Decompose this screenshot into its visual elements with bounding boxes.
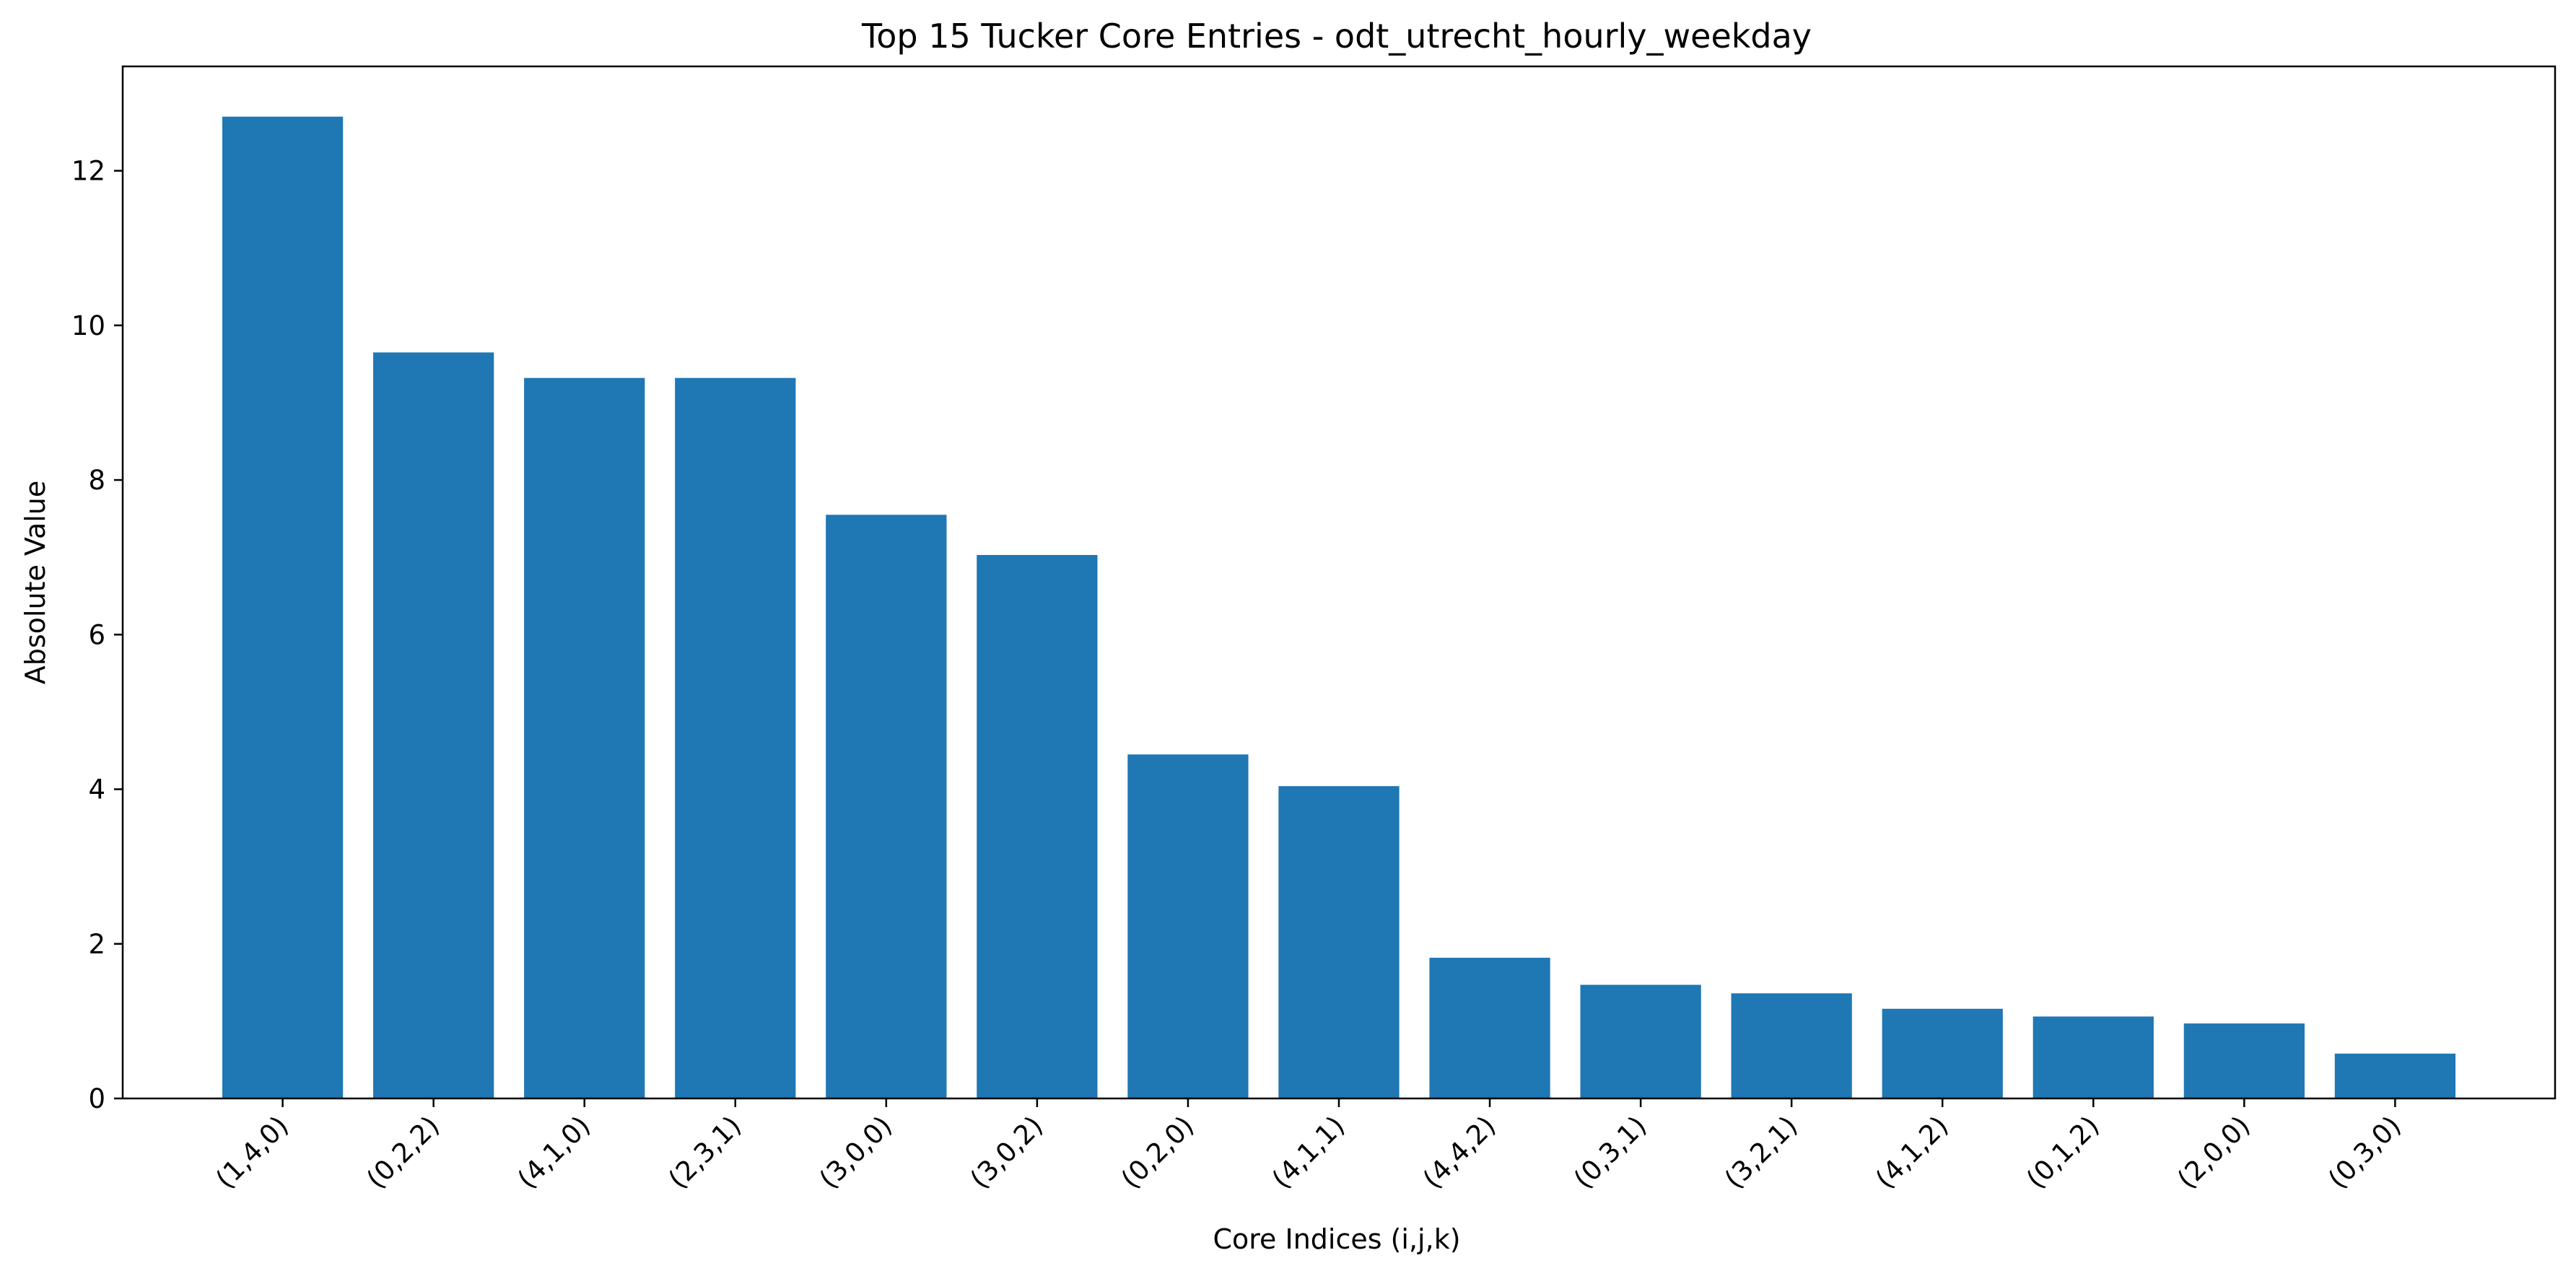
y-axis: 0 2 4 6 8 10 12 [71,156,123,1114]
bar-1 [373,352,494,1098]
x-tick-label: (2,3,1) [663,1110,747,1194]
bar-9 [1580,984,1701,1098]
x-tick-label: (4,1,2) [1869,1110,1954,1194]
bar-13 [2183,1023,2305,1098]
bars-group [222,116,2456,1098]
y-tick-label: 0 [88,1083,105,1114]
bar-2 [524,377,645,1098]
y-tick-label: 6 [88,619,105,650]
bar-5 [977,554,1098,1098]
x-tick-label: (4,1,0) [512,1110,596,1194]
x-axis: (1,4,0) (0,2,2) (4,1,0) (2,3,1) (3,0,0) (3,0,… [210,1098,2407,1194]
x-tick-label: (3,2,1) [1719,1110,1803,1194]
x-tick-label: (0,2,0) [1115,1110,1200,1194]
bar-11 [1882,1008,2003,1098]
x-tick-label: (3,0,2) [964,1110,1049,1194]
x-tick-label: (4,4,2) [1417,1110,1501,1194]
bar-8 [1429,958,1550,1098]
bar-14 [2334,1053,2456,1098]
plot-frame [121,65,2557,1100]
x-tick-label: (3,0,0) [813,1110,898,1194]
x-tick-label: (0,3,0) [2322,1110,2406,1194]
bar-3 [675,377,796,1098]
bar-0 [222,116,344,1098]
bar-12 [2033,1016,2154,1098]
x-tick-label: (0,1,2) [2020,1110,2105,1194]
y-tick-label: 12 [71,156,105,187]
y-axis-label: Absolute Value [19,481,51,685]
bar-10 [1731,993,1852,1098]
bar-6 [1127,754,1249,1098]
x-tick-label: (2,0,0) [2171,1110,2256,1194]
x-tick-label: (0,2,2) [361,1110,445,1194]
y-tick-label: 2 [88,929,105,960]
x-axis-label: Core Indices (i,j,k) [1213,1223,1460,1255]
y-tick-label: 10 [71,310,105,341]
bar-4 [826,515,947,1098]
x-tick-label: (4,1,1) [1266,1110,1350,1194]
x-tick-label: (0,3,1) [1568,1110,1652,1194]
y-tick-label: 8 [88,465,105,496]
bar-7 [1278,786,1400,1098]
x-tick-label: (1,4,0) [210,1110,294,1194]
y-tick-label: 4 [88,774,105,805]
chart-title: Top 15 Tucker Core Entries - odt_utrecht… [861,17,1812,56]
